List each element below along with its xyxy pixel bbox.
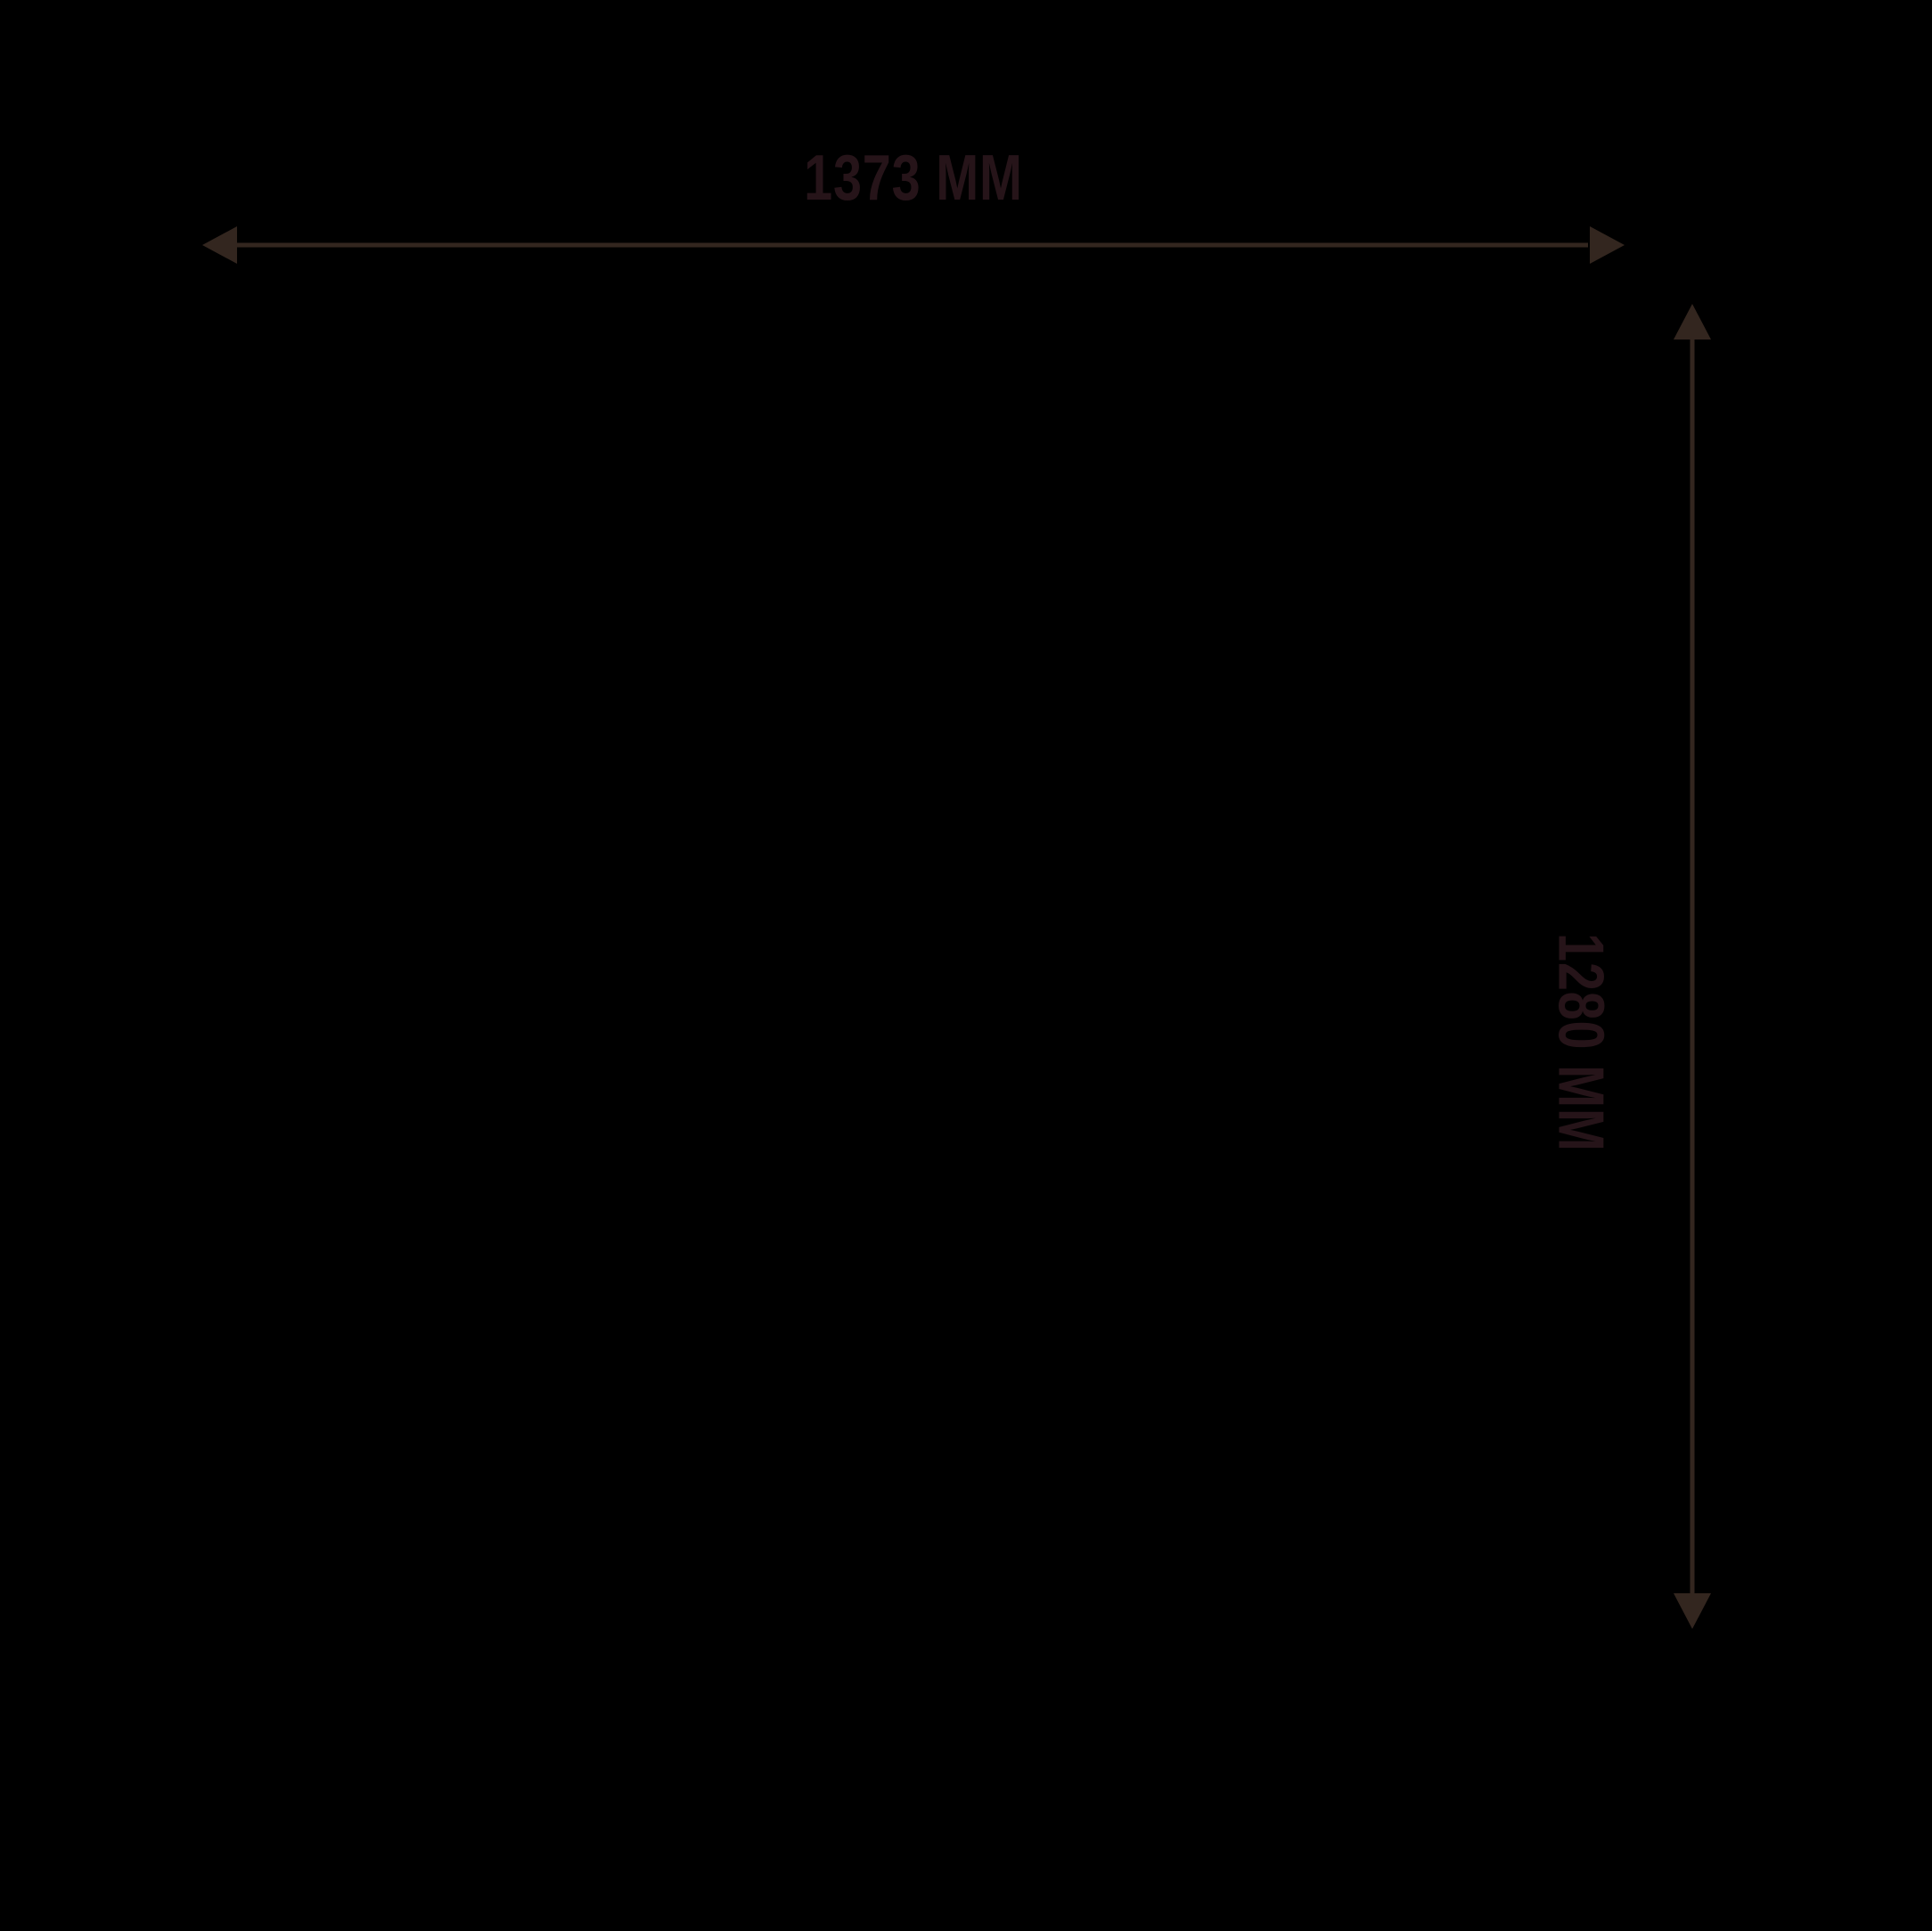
arrowhead-up-icon: [1674, 304, 1711, 340]
arrowhead-left-icon: [202, 226, 237, 264]
height-dimension-label: 1280 MM: [1544, 933, 1617, 1152]
height-dimension-arrow: [1674, 304, 1711, 1629]
arrowhead-down-icon: [1674, 1593, 1711, 1629]
width-dimension-arrow: [202, 226, 1625, 264]
width-dimension-label: 1373 MM: [804, 143, 1023, 214]
arrowhead-right-icon: [1590, 226, 1625, 264]
